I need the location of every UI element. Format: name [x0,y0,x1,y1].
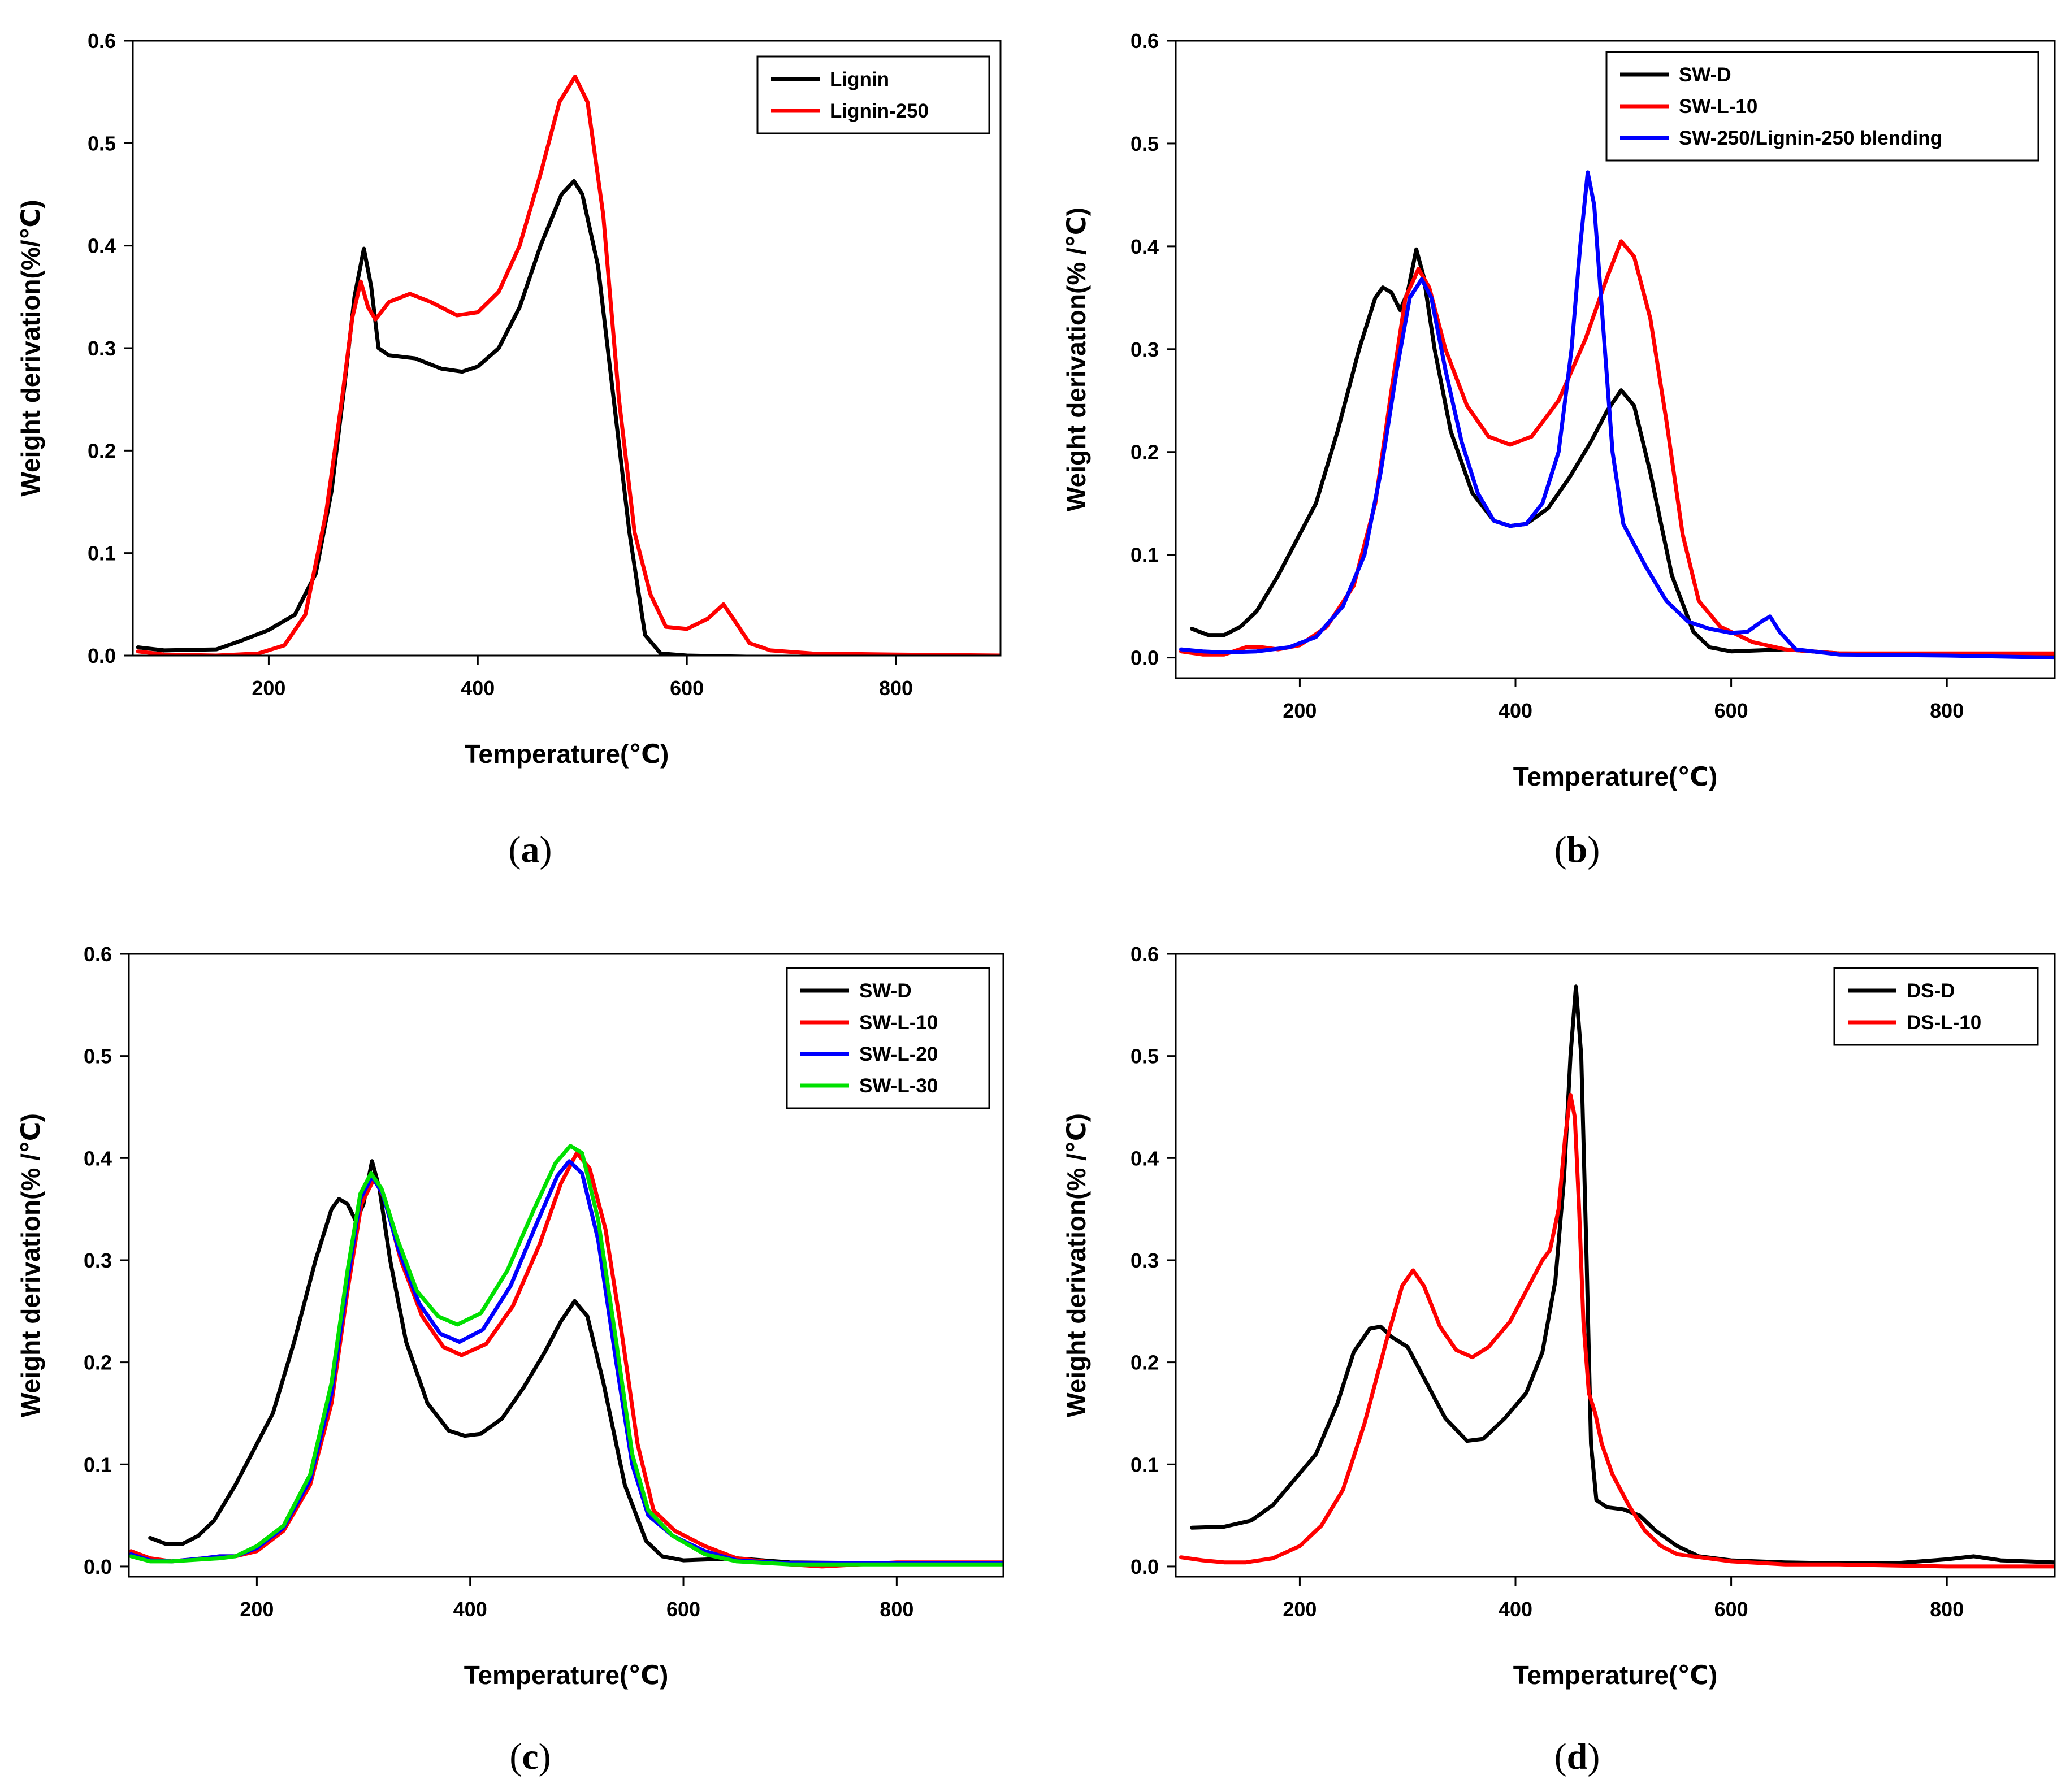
y-tick-label: 0.6 [88,29,116,53]
y-tick-label: 0.5 [84,1045,112,1068]
y-tick-label: 0.6 [84,943,112,966]
legend-label: SW-L-10 [1679,96,1757,118]
x-axis-label: Temperature(℃) [464,1660,669,1690]
y-tick-label: 0.4 [1131,1147,1159,1170]
x-tick-label: 600 [666,1598,700,1621]
y-tick-label: 0.5 [88,132,116,155]
caption-letter: b [1567,829,1588,870]
chart-panel-c: 200 400 600 800 0.0 0.1 0.2 0.3 0.4 0.5 0.6 Tempera… [16,943,1004,1777]
legend-label: SW-250/Lignin-250 blending [1679,127,1942,149]
x-tick-label: 200 [252,676,285,700]
legend-box [1833,967,2039,1046]
x-tick-label: 200 [1283,699,1317,722]
y-tick-label: 0.0 [1131,646,1159,670]
legend-box [1605,51,2039,162]
y-tick-label: 0.2 [1131,441,1159,464]
y-tick-label: 0.0 [88,644,116,667]
y-tick-label: 0.3 [1131,338,1159,361]
y-tick-label: 0.2 [88,439,116,462]
y-tick-label: 0.4 [1131,235,1159,258]
legend-label: Lignin-250 [830,100,929,122]
y-tick-label: 0.0 [84,1555,112,1578]
plot-frame [128,953,1004,1578]
y-tick-label: 0.0 [1131,1555,1159,1578]
y-tick-label: 0.4 [84,1147,112,1170]
plot-frame [1175,953,2056,1578]
caption-open-paren: ( [509,829,521,870]
y-tick-label: 0.3 [84,1249,112,1272]
x-tick-label: 200 [240,1598,274,1621]
caption-letter: d [1567,1736,1588,1777]
legend-label: SW-D [859,980,912,1002]
x-tick-label: 800 [879,676,913,700]
y-tick-label: 0.3 [1131,1249,1159,1272]
y-tick-label: 0.1 [88,542,116,565]
caption-letter: a [521,829,540,870]
panel-caption: (b) [1554,829,1600,870]
x-tick-label: 600 [670,676,704,700]
series-line-sw-d [148,1159,1003,1565]
series-line-lignin [136,179,789,656]
y-axis-label: Weight derivation(% /℃) [16,1113,45,1417]
x-tick-label: 400 [461,676,495,700]
y-tick-label: 0.5 [1131,132,1159,155]
x-axis-label: Temperature(℃) [465,739,669,769]
x-axis-label: Temperature(℃) [1513,762,1718,791]
legend-label: SW-D [1679,64,1731,86]
series-line-sw-250-lignin-250-blending [1179,170,2055,660]
x-tick-label: 200 [1283,1598,1317,1621]
x-tick-label: 600 [1714,699,1748,722]
caption-close-paren: ) [1587,1736,1600,1777]
caption-open-paren: ( [1554,1736,1567,1777]
y-tick-label: 0.3 [88,337,116,360]
legend-label: SW-L-30 [859,1075,938,1097]
y-tick-label: 0.6 [1131,943,1159,966]
x-tick-label: 800 [880,1598,913,1621]
caption-letter: c [522,1736,538,1777]
panel-caption: (a) [509,829,552,870]
y-tick-label: 0.2 [1131,1351,1159,1374]
x-tick-label: 800 [1930,1598,1964,1621]
x-tick-label: 400 [1499,699,1532,722]
x-axis-label: Temperature(℃) [1513,1660,1718,1690]
caption-close-paren: ) [540,829,552,870]
legend-label: Lignin [830,68,889,90]
panel-caption: (c) [509,1736,551,1777]
chart-panel-b: 200 400 600 800 0.0 0.1 0.2 0.3 0.4 0.5 0.6 Tempera… [1062,29,2056,870]
series-line-lignin-250 [136,75,1001,656]
legend-label: DS-L-10 [1907,1012,1981,1034]
legend-box [756,55,990,134]
series-line-sw-l-30 [129,1144,1003,1567]
y-axis-label: Weight derivation(% /℃) [1062,207,1091,511]
plot-frame [1175,40,2056,679]
panel-caption: (d) [1554,1736,1600,1777]
y-tick-label: 0.2 [84,1351,112,1374]
y-tick-label: 0.1 [1131,544,1159,567]
legend-label: DS-D [1907,980,1955,1002]
caption-open-paren: ( [509,1736,522,1777]
y-tick-label: 0.1 [1131,1453,1159,1476]
x-tick-label: 400 [453,1598,487,1621]
caption-close-paren: ) [1587,829,1600,870]
x-tick-label: 400 [1499,1598,1532,1621]
x-tick-label: 600 [1714,1598,1748,1621]
caption-open-paren: ( [1554,829,1567,870]
y-tick-label: 0.4 [88,235,116,258]
legend-label: SW-L-20 [859,1043,938,1065]
y-tick-label: 0.6 [1131,29,1159,53]
series-line-ds-l-10 [1179,1092,2055,1569]
chart-panel-d: 200 400 600 800 0.0 0.1 0.2 0.3 0.4 0.5 0.6 Tempera… [1062,943,2056,1777]
y-axis-label: Weight derivation(%/℃) [16,199,45,496]
y-axis-label: Weight derivation(% /℃) [1062,1113,1091,1417]
chart-panel-a: 200 400 600 800 0.0 0.1 0.2 0.3 0.4 0.5 0.6 Tempera… [16,29,1002,870]
caption-close-paren: ) [539,1736,551,1777]
x-tick-label: 800 [1930,699,1964,722]
legend-label: SW-L-10 [859,1012,938,1034]
y-tick-label: 0.1 [84,1453,112,1476]
y-tick-label: 0.5 [1131,1045,1159,1068]
